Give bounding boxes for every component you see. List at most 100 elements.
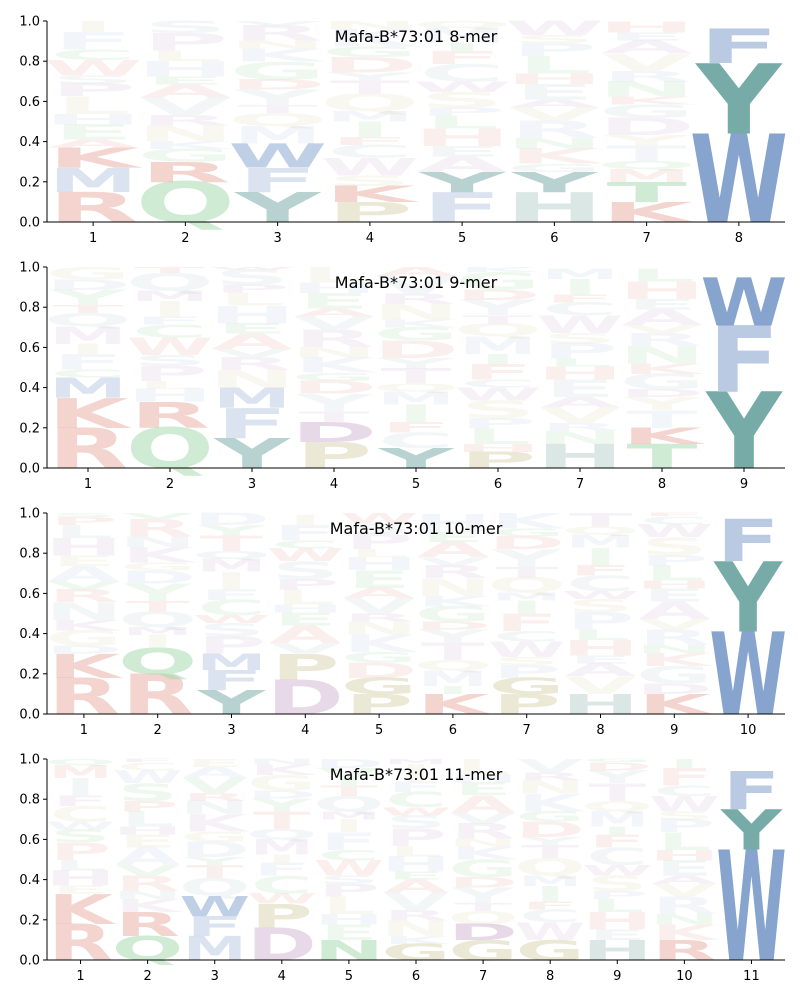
faint-letter: I xyxy=(583,543,618,571)
faint-letter: V xyxy=(140,93,231,121)
y-tick-label: 0.8 xyxy=(19,793,40,808)
faint-letter: V xyxy=(601,49,692,77)
faint-letter: Q xyxy=(320,89,420,117)
faint-letter: I xyxy=(348,117,392,141)
x-tick-label: 5 xyxy=(458,231,466,246)
faint-letter: G xyxy=(247,771,316,795)
faint-letter: M xyxy=(326,108,415,125)
faint-letter: S xyxy=(420,88,505,112)
faint-letter: N xyxy=(340,618,418,639)
faint-letter: W xyxy=(314,857,384,881)
faint-letter: V xyxy=(48,579,120,592)
faint-letter: N xyxy=(180,798,250,818)
faint-letter: G xyxy=(455,267,540,295)
logo-letter-R: R xyxy=(115,906,180,944)
logo-letter-K: K xyxy=(48,885,117,934)
logo-letter-P: P xyxy=(271,647,339,689)
faint-letter: G xyxy=(341,649,417,666)
faint-letter: M xyxy=(49,321,127,349)
faint-letter: F xyxy=(320,828,377,856)
faint-letter: I xyxy=(509,597,544,618)
faint-letter: S xyxy=(272,557,339,585)
faint-letter: K xyxy=(509,144,605,168)
x-tick-label: 10 xyxy=(676,969,693,984)
faint-letter: C xyxy=(566,571,634,596)
faint-letter: A xyxy=(451,791,516,819)
faint-letter: W xyxy=(340,510,418,527)
faint-letter: G xyxy=(583,758,652,763)
faint-letter: C xyxy=(251,871,313,899)
faint-letter: D xyxy=(455,287,541,304)
faint-letter: P xyxy=(50,80,136,101)
faint-letter: L xyxy=(121,807,175,831)
faint-letter: F xyxy=(200,586,264,603)
faint-letter: A xyxy=(343,585,416,602)
y-tick-label: 0.2 xyxy=(19,913,40,928)
faint-letter: R xyxy=(638,625,710,650)
y-tick-label: 1.0 xyxy=(19,507,40,522)
logo-letter-R: R xyxy=(130,395,210,436)
faint-letter: F xyxy=(569,562,633,579)
faint-letter: F xyxy=(52,793,109,810)
faint-letter: E xyxy=(514,80,594,104)
x-tick-label: 2 xyxy=(143,969,151,984)
faint-letter: K xyxy=(294,353,379,378)
logo-letter-W: W xyxy=(701,264,788,341)
faint-letter: H xyxy=(314,912,384,929)
faint-letter: A xyxy=(269,621,342,649)
faint-letter: M xyxy=(418,24,507,48)
faint-letter: Q xyxy=(413,657,492,674)
chart-title: Mafa-B*73:01 10-mer xyxy=(330,519,503,538)
x-tick-label: 2 xyxy=(166,477,174,492)
logo-letter-Y: Y xyxy=(704,371,783,493)
y-tick-label: 0.4 xyxy=(19,381,40,396)
faint-letter: Y xyxy=(451,884,514,908)
faint-letter: A xyxy=(182,764,248,781)
faint-letter: L xyxy=(301,263,367,288)
x-tick-label: 9 xyxy=(613,969,621,984)
faint-letter: W xyxy=(649,792,719,816)
chart-title: Mafa-B*73:01 11-mer xyxy=(330,765,503,784)
faint-letter: F xyxy=(589,831,646,851)
logo-letter-K: K xyxy=(324,181,420,207)
faint-letter: W xyxy=(537,310,624,338)
y-tick-label: 0.8 xyxy=(19,301,40,316)
faint-letter: R xyxy=(212,354,292,375)
faint-letter: Q xyxy=(313,792,385,816)
faint-letter: N xyxy=(635,643,713,656)
y-tick-label: 0.2 xyxy=(19,175,40,190)
faint-letter: T xyxy=(237,103,317,116)
faint-letter: Y xyxy=(196,522,266,539)
logo-letter-F: F xyxy=(716,508,780,575)
faint-letter: T xyxy=(320,783,377,800)
faint-letter: M xyxy=(377,388,455,408)
faint-letter: S xyxy=(50,826,111,846)
faint-letter: T xyxy=(421,638,485,666)
faint-letter: V xyxy=(451,810,517,827)
logo-letter-K: K xyxy=(417,689,493,721)
faint-letter: C xyxy=(117,760,179,773)
faint-letter: L xyxy=(389,843,443,860)
faint-letter: H xyxy=(505,71,603,88)
faint-letter: D xyxy=(314,757,384,771)
y-tick-label: 0.0 xyxy=(19,216,40,231)
faint-letter: W xyxy=(381,805,451,818)
faint-letter: I xyxy=(602,824,633,837)
faint-letter: G xyxy=(229,57,326,85)
faint-letter: E xyxy=(589,927,646,944)
faint-letter: Q xyxy=(179,873,251,901)
x-tick-label: 3 xyxy=(227,723,235,738)
y-tick-label: 0.4 xyxy=(19,627,40,642)
faint-letter: C xyxy=(519,906,581,926)
x-tick-label: 6 xyxy=(412,969,420,984)
faint-letter: V xyxy=(518,755,583,777)
faint-letter: M xyxy=(602,166,691,187)
faint-letter: V xyxy=(269,640,342,657)
faint-letter: N xyxy=(618,341,705,369)
faint-letter: D xyxy=(45,643,122,656)
y-tick-label: 0.2 xyxy=(19,421,40,436)
chart-title: Mafa-B*73:01 9-mer xyxy=(335,273,498,292)
faint-letter: F xyxy=(119,758,176,763)
faint-letter: T xyxy=(495,564,559,581)
x-tick-label: 7 xyxy=(576,477,584,492)
